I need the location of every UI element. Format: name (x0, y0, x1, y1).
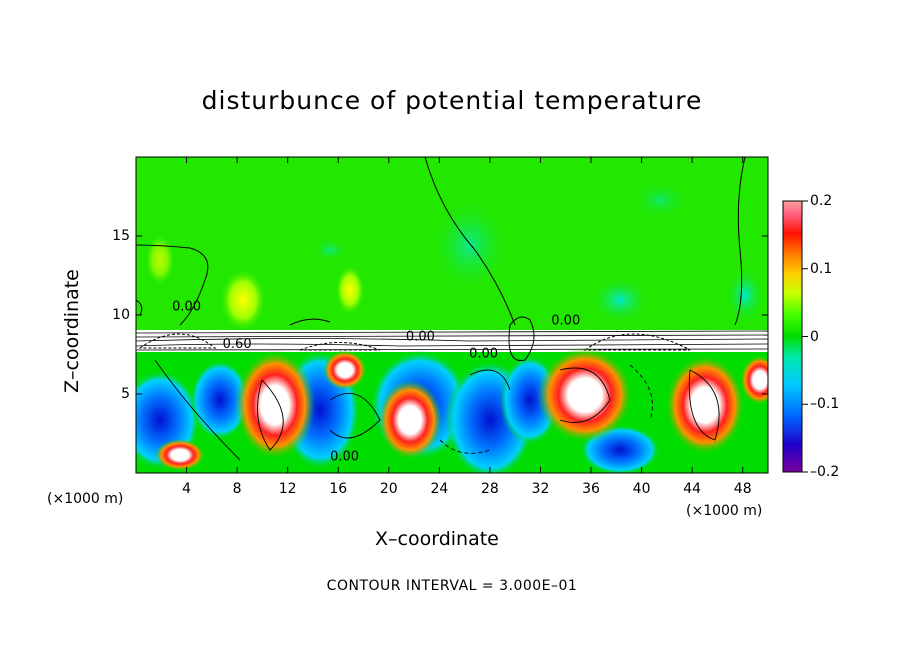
contour-label: 0.00 (406, 329, 435, 344)
chart-title: disturbunce of potential temperature (201, 86, 703, 115)
x-tick-label: 40 (632, 481, 651, 497)
warm-anomaly (336, 266, 364, 314)
contour-labels: 0.00 0.60 0.00 0.00 0.00 0.00 (172, 299, 580, 464)
x-tick-label: 44 (683, 481, 702, 497)
x-tick-label: 4 (182, 481, 192, 497)
cool-anomaly (312, 238, 348, 262)
warm-eddy (155, 439, 205, 471)
contour-label: 0.00 (469, 347, 498, 362)
contour-label: 0.60 (223, 337, 252, 352)
inversion-contours (136, 330, 768, 351)
cool-anomaly (725, 265, 765, 325)
field-area (136, 157, 768, 473)
cool-anomaly (630, 180, 690, 220)
x-tick-label: 8 (232, 481, 242, 497)
warm-eddy (323, 350, 367, 390)
x-tick-label: 16 (329, 481, 348, 497)
x-tick-label: 20 (379, 481, 398, 497)
y-axis-label: Z–coordinate (61, 269, 83, 393)
warm-eddy (378, 380, 442, 460)
y-tick-label: 15 (112, 228, 130, 244)
x-tick-marks (186, 157, 744, 473)
contour-label: 0.00 (551, 313, 580, 328)
warm-anomaly (146, 235, 174, 285)
lower-contours (154, 359, 720, 461)
colorbar-tick-label: 0.2 (810, 193, 833, 209)
warm-eddy (740, 355, 768, 405)
colorbar-tick-marks (802, 200, 808, 473)
contour-label: 0.00 (330, 449, 359, 464)
x-tick-label: 32 (531, 481, 550, 497)
warm-eddy (665, 355, 745, 455)
x-tick-label: 48 (733, 481, 752, 497)
y-tick-marks (136, 235, 768, 395)
warm-eddy (537, 347, 633, 443)
upper-contours (136, 157, 746, 362)
cold-eddy (190, 360, 250, 440)
y-tick-label: 10 (112, 307, 130, 323)
x-tick-label: 28 (480, 481, 499, 497)
colorbar-tick-label: –0.1 (810, 396, 840, 413)
x-tick-label: 12 (278, 481, 297, 497)
colorbar-tick-label: 0 (810, 328, 819, 345)
x-unit-right: (×1000 m) (686, 503, 763, 519)
x-tick-label: 24 (430, 481, 449, 497)
warm-eddy (235, 350, 315, 460)
colorbar (782, 200, 803, 473)
x-tick-label: 36 (582, 481, 600, 497)
cool-anomaly (590, 276, 650, 324)
x-axis-label: X–coordinate (375, 528, 499, 550)
x-unit-left: (×1000 m) (47, 491, 124, 507)
warm-anomaly (221, 270, 265, 330)
colorbar-tick-label: 0.1 (810, 260, 833, 277)
contour-label: 0.00 (172, 299, 201, 314)
y-tick-label: 5 (121, 386, 130, 402)
colorbar-tick-label: –0.2 (810, 464, 840, 480)
contour-interval-note: CONTOUR INTERVAL = 3.000E–01 (326, 578, 578, 594)
cool-anomaly (430, 195, 510, 295)
